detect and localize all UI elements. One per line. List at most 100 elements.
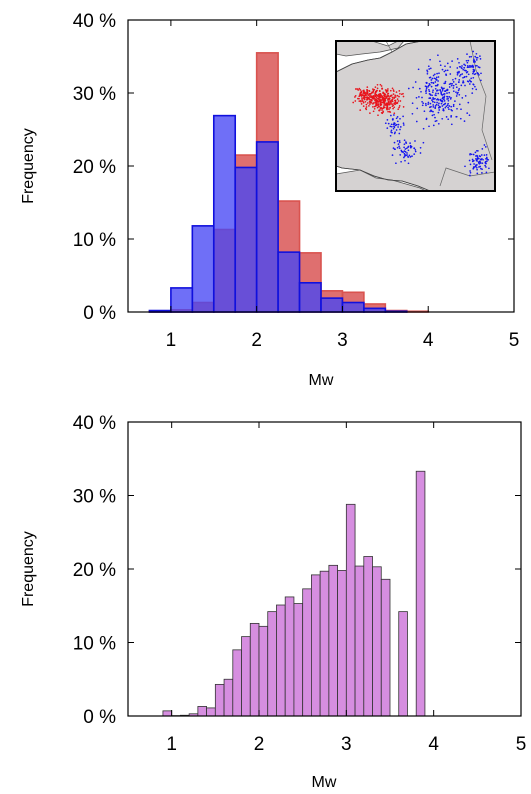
x-tick-label: 3 [341, 734, 352, 755]
seismic-event-dot [472, 159, 475, 162]
seismic-event-dot [393, 97, 395, 100]
seismic-event-dot [470, 77, 473, 80]
seismic-event-dot [441, 105, 444, 107]
seismic-event-dot [446, 98, 448, 100]
seismic-event-dot [481, 172, 483, 174]
seismic-event-dot [366, 86, 369, 88]
seismic-event-dot [396, 120, 399, 123]
seismic-event-dot [429, 102, 432, 105]
seismic-event-dot [473, 69, 476, 71]
seismic-event-dot [431, 114, 434, 117]
seismic-event-dot [359, 109, 362, 111]
seismic-event-dot [381, 112, 384, 115]
seismic-event-dot [354, 96, 356, 98]
seismic-event-dot [380, 103, 383, 106]
seismic-event-dot [387, 92, 390, 95]
seismic-event-dot [372, 102, 375, 104]
seismic-event-dot [467, 73, 470, 76]
seismic-event-dot [414, 81, 417, 83]
inset-land-mainland [336, 41, 495, 191]
x-tick-label: 1 [166, 734, 177, 755]
seismic-event-dot [443, 70, 446, 73]
seismic-event-dot [476, 155, 479, 158]
seismic-event-dot [437, 80, 439, 82]
seismic-event-dot [455, 95, 458, 97]
histogram-bar [255, 141, 279, 313]
seismic-event-dot [455, 91, 457, 94]
seismic-event-dot [388, 103, 391, 106]
seismic-event-dot [407, 87, 410, 90]
x-axis-label: Mw [312, 774, 337, 791]
seismic-event-dot [440, 93, 443, 96]
seismic-event-dot [360, 95, 363, 97]
seismic-event-dot [485, 166, 487, 168]
seismic-event-dot [448, 105, 451, 107]
seismic-event-dot [374, 99, 377, 102]
seismic-event-dot [480, 154, 483, 156]
seismic-event-dot [411, 112, 414, 115]
seismic-event-dot [378, 96, 381, 98]
seismic-event-dot [476, 56, 479, 59]
seismic-event-dot [463, 120, 466, 122]
seismic-event-dot [420, 90, 422, 93]
seismic-event-dot [360, 103, 363, 105]
seismic-event-dot [458, 79, 461, 81]
y-axis-label: Frequency [20, 128, 37, 204]
seismic-event-dot [394, 124, 397, 127]
histogram-bar [345, 503, 356, 717]
histogram-bar [234, 166, 258, 313]
seismic-event-dot [404, 148, 407, 150]
seismic-event-dot [468, 65, 471, 67]
seismic-event-dot [456, 67, 459, 69]
seismic-event-dot [452, 90, 455, 93]
seismic-event-dot [387, 94, 389, 97]
seismic-event-dot [371, 91, 373, 94]
seismic-event-dot [390, 114, 392, 117]
seismic-event-dot [432, 124, 435, 127]
seismic-event-dot [391, 96, 394, 99]
seismic-event-dot [398, 145, 400, 148]
seismic-event-dot [414, 140, 416, 142]
seismic-event-dot [393, 132, 396, 135]
seismic-event-dot [468, 159, 471, 162]
seismic-event-dot [404, 153, 406, 156]
seismic-event-dot [359, 91, 362, 94]
seismic-event-dot [466, 112, 469, 114]
seismic-event-dot [444, 106, 447, 109]
seismic-event-dot [458, 88, 461, 90]
histogram-bar [191, 225, 215, 313]
seismic-event-dot [466, 64, 469, 67]
seismic-event-dot [452, 105, 455, 108]
seismic-event-dot [429, 97, 432, 100]
histogram-bar [298, 281, 322, 313]
seismic-event-dot [463, 63, 465, 66]
seismic-event-dot [460, 108, 462, 111]
seismic-event-dot [484, 146, 487, 148]
seismic-event-dot [403, 139, 406, 142]
seismic-event-dot [478, 74, 480, 76]
seismic-event-dot [478, 161, 480, 163]
seismic-event-dot [471, 64, 474, 67]
seismic-event-dot [455, 86, 458, 89]
seismic-event-dot [361, 98, 363, 100]
seismic-event-dot [376, 94, 379, 97]
seismic-event-dot [432, 110, 434, 113]
seismic-event-dot [466, 61, 469, 64]
seismic-event-dot [378, 109, 380, 112]
seismic-event-dot [395, 117, 398, 120]
x-tick-label: 4 [423, 330, 434, 351]
seismic-event-dot [469, 171, 472, 174]
seismic-event-dot [407, 146, 409, 149]
seismic-event-dot [452, 81, 455, 83]
seismic-event-dot [364, 94, 367, 97]
seismic-event-dot [468, 56, 471, 58]
seismic-event-dot [440, 90, 442, 93]
seismic-event-dot [400, 150, 403, 153]
seismic-event-dot [432, 81, 434, 84]
seismic-event-dot [425, 87, 428, 90]
seismic-event-dot [443, 98, 445, 101]
seismic-event-dot [429, 67, 432, 70]
seismic-event-dot [441, 117, 444, 120]
seismic-event-dot [471, 92, 474, 94]
